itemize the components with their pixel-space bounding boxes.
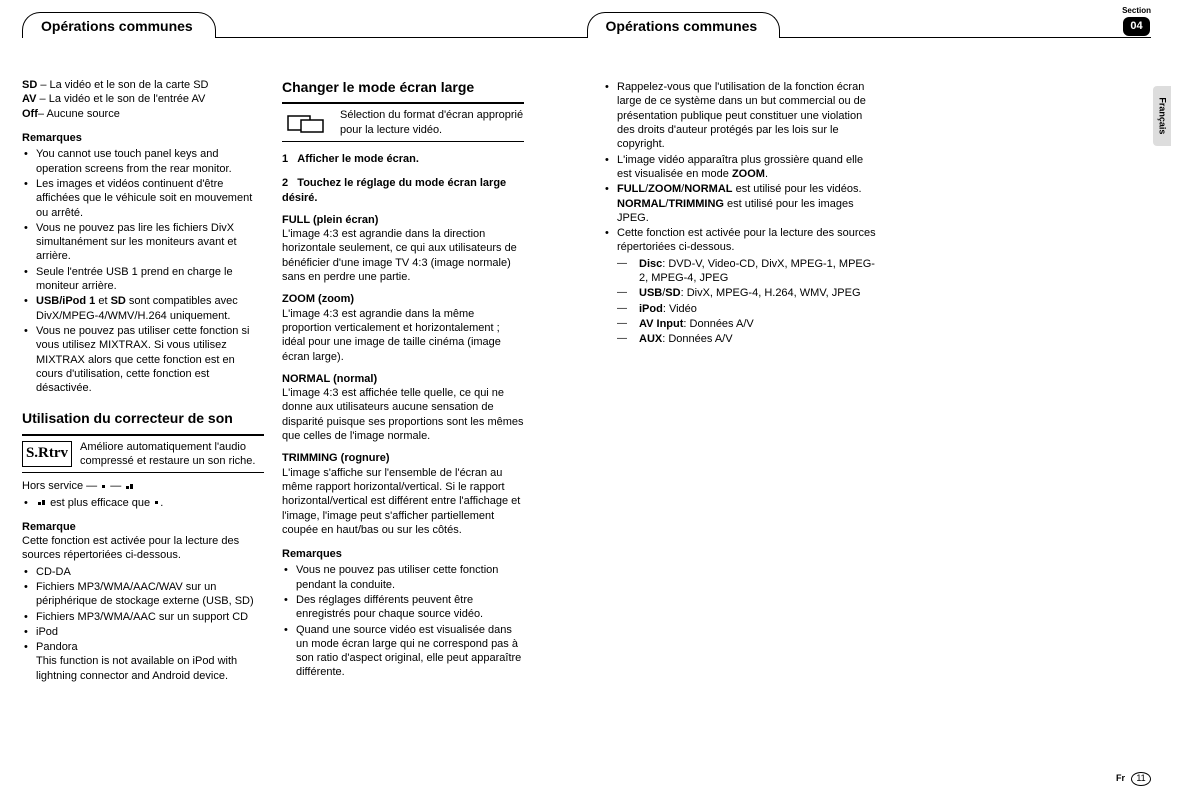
remarques-heading-c2: Remarques bbox=[282, 547, 524, 561]
remarques-list: You cannot use touch panel keys and oper… bbox=[22, 147, 264, 395]
remarques-heading: Remarques bbox=[22, 131, 264, 145]
screen-desc: Sélection du format d'écran approprié po… bbox=[340, 108, 524, 137]
header-right: Opérations communes bbox=[587, 12, 781, 38]
header-left: Opérations communes bbox=[22, 12, 216, 38]
page-footer: Fr 11 bbox=[1116, 772, 1151, 786]
header-row: Opérations communes Opérations communes bbox=[22, 12, 1151, 38]
screen-icon bbox=[282, 110, 332, 136]
heading-wide-screen: Changer le mode écran large bbox=[282, 78, 524, 96]
screen-info-box: Sélection du format d'écran approprié po… bbox=[282, 102, 524, 142]
source-types-list: Disc: DVD-V, Video-CD, DivX, MPEG-1, MPE… bbox=[617, 257, 878, 347]
remarques-list-c2: Vous ne pouvez pas utiliser cette foncti… bbox=[282, 563, 524, 679]
column-1: SD – La vidéo et le son de la carte SD A… bbox=[22, 78, 282, 685]
srtrv-icon: S.Rtrv bbox=[22, 441, 72, 467]
column-2: Changer le mode écran large Sélection du… bbox=[282, 78, 542, 685]
sources-list: CD-DA Fichiers MP3/WMA/AAC/WAV sur un pé… bbox=[22, 565, 264, 683]
footer-page-number: 11 bbox=[1131, 772, 1151, 786]
hors-service-line: Hors service — — bbox=[22, 479, 264, 493]
footer-lang: Fr bbox=[1116, 773, 1125, 785]
efficacy-list: est plus efficace que . bbox=[22, 496, 264, 510]
language-tab: Français bbox=[1153, 86, 1171, 146]
srtrv-info-box: S.Rtrv Améliore automatiquement l'audio … bbox=[22, 434, 264, 474]
srtrv-desc: Améliore automatiquement l'audio compres… bbox=[80, 440, 264, 469]
heading-sound-retriever: Utilisation du correcteur de son bbox=[22, 409, 264, 427]
notes-list-c3: Rappelez-vous que l'utilisation de la fo… bbox=[603, 80, 878, 346]
remarque-heading-2: Remarque bbox=[22, 520, 264, 534]
column-3: Rappelez-vous que l'utilisation de la fo… bbox=[603, 78, 903, 685]
